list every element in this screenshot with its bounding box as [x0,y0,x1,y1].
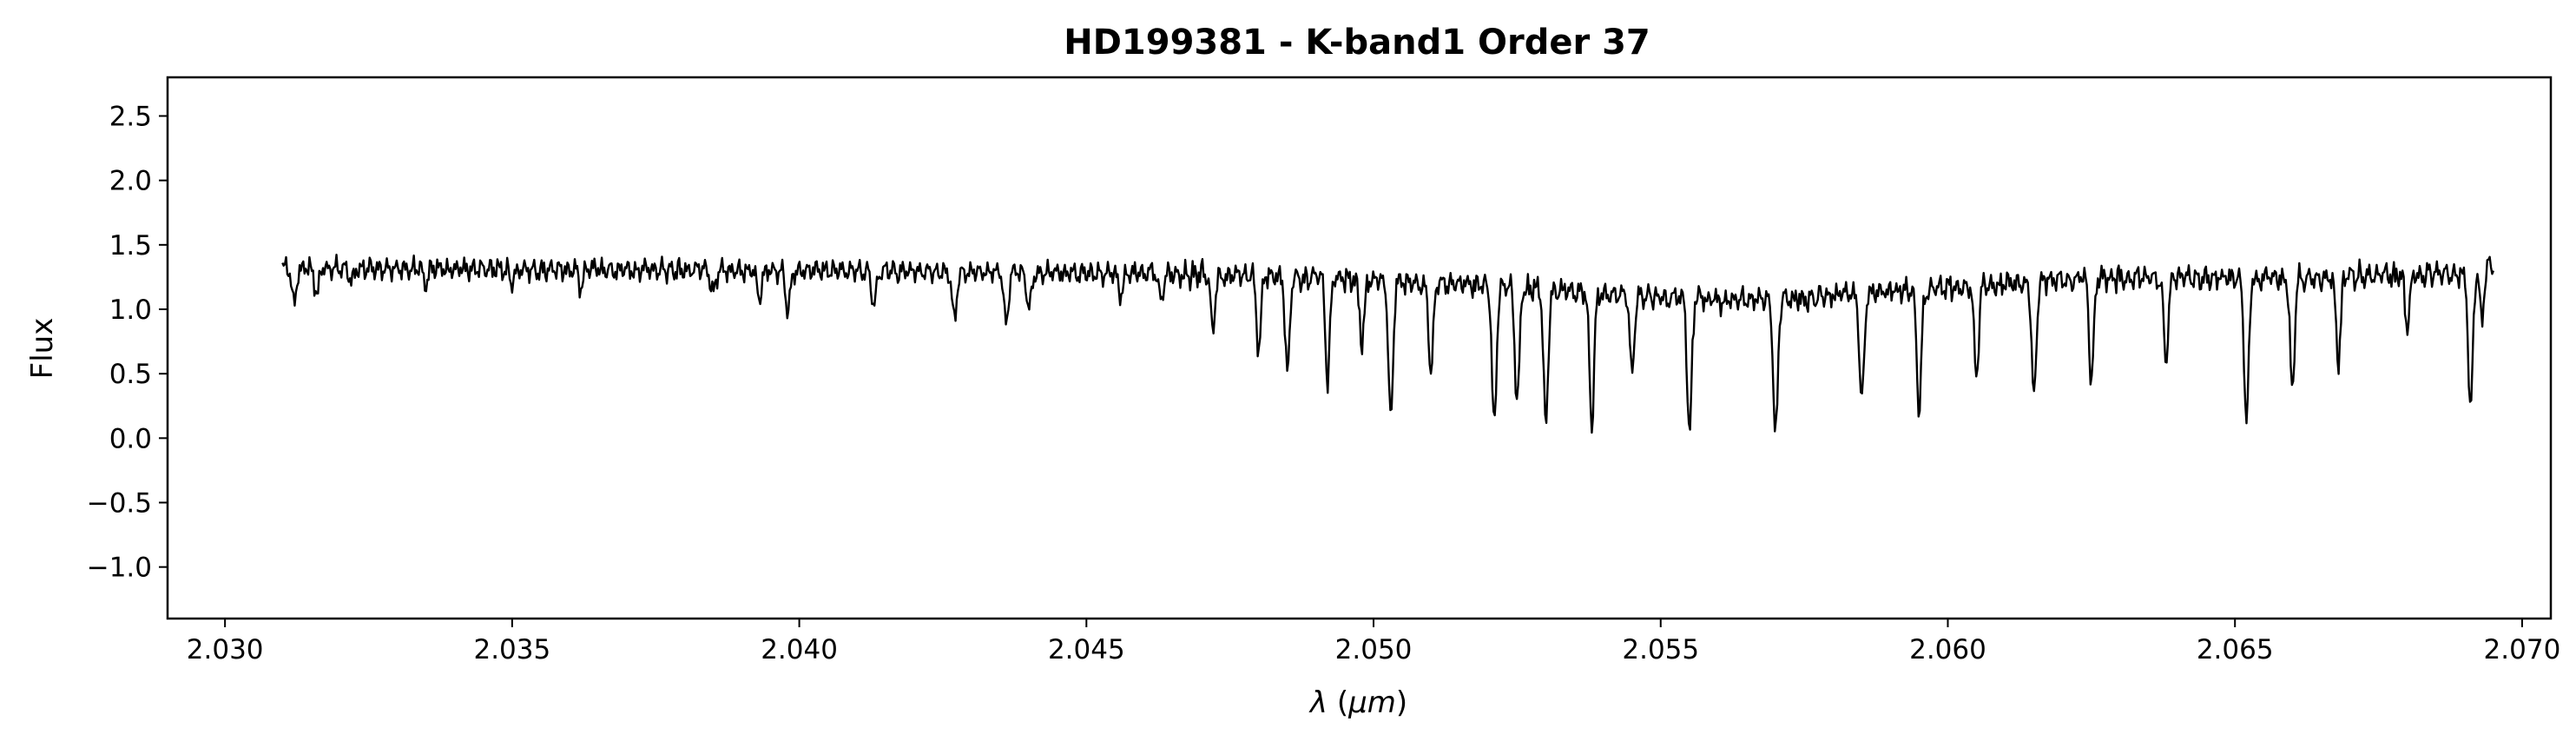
x-tick-label: 2.050 [1335,634,1413,665]
x-axis-label-close-paren: ) [1396,685,1407,720]
spectrum-line [281,254,2494,434]
x-tick-label: 2.070 [2484,634,2561,665]
y-tick-label: 0.0 [109,423,152,454]
y-tick-label: 1.5 [109,230,152,261]
chart-title: HD199381 - K-band1 Order 37 [1064,23,1650,63]
x-axis-label-symbol: λ [1308,685,1328,720]
axes-frame [166,76,2553,620]
y-axis-label: Flux [25,318,60,380]
x-tick-label: 2.065 [2197,634,2274,665]
y-tick-label: 2.0 [109,166,152,197]
x-tick-label: 2.040 [761,634,838,665]
y-tick-label: 2.5 [109,102,152,133]
y-tick-label: −0.5 [87,488,152,520]
x-tick-label: 2.055 [1622,634,1699,665]
x-tick-label: 2.035 [473,634,550,665]
y-axis: −1.0 −0.5 0.0 0.5 1.0 1.5 2.0 2.5 [87,102,168,584]
x-axis-label-unit: μm [1347,685,1396,720]
x-tick-label: 2.060 [1909,634,1986,665]
x-axis-label-open-paren: ( [1337,685,1348,720]
x-tick-label: 2.045 [1048,634,1125,665]
x-tick-label: 2.030 [187,634,264,665]
y-tick-label: 1.0 [109,295,152,326]
x-axis: 2.030 2.035 2.040 2.045 2.050 2.055 2.060 2.065… [187,619,2561,665]
y-tick-label: 0.5 [109,359,152,390]
y-tick-label: −1.0 [87,553,152,584]
plot-area [281,254,2494,434]
x-axis-label: λ (μm) [1308,685,1407,720]
